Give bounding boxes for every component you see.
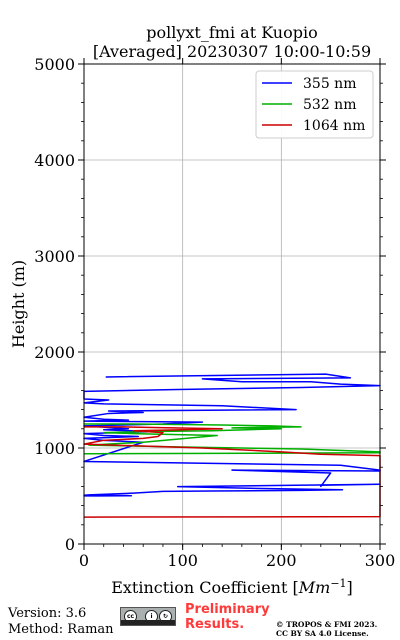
version-text: Version: 3.6 [8, 606, 87, 621]
x-tick-label: 100 [167, 551, 198, 570]
x-tick-label: 300 [365, 551, 396, 570]
y-tick-label: 5000 [34, 55, 75, 74]
y-tick-label: 1000 [34, 439, 75, 458]
y-axis-label: Height (m) [9, 260, 28, 348]
method-text: Method: Raman [8, 622, 114, 637]
y-tick-label: 2000 [34, 343, 75, 362]
preliminary-results-note: Preliminary Results. [185, 602, 270, 632]
x-axis-label: Extinction Coefficient [Mm−1] [111, 577, 353, 597]
legend-box [255, 70, 374, 139]
copyright-notice: © TROPOS & FMI 2023. CC BY SA 4.0 Licens… [276, 620, 377, 638]
cc-badge-strip [121, 620, 175, 625]
x-tick-label: 0 [79, 551, 89, 570]
legend-label: 355 nm [303, 76, 356, 92]
data-series-layer [83, 373, 381, 518]
legend: 355 nm 532 nm 1064 nm [255, 70, 374, 139]
legend-label: 1064 nm [303, 118, 365, 134]
cc-license-badge: cc i ↻ [120, 607, 176, 626]
plot-frame [83, 63, 381, 545]
series-line-532-nm [83, 423, 381, 455]
legend-label: 532 nm [303, 97, 356, 113]
chart-title-line-2: [Averaged] 20230307 10:00-10:59 [93, 42, 371, 61]
copyright-line-2: CC BY SA 4.0 License. [276, 629, 369, 638]
series-line-355-nm [83, 373, 381, 497]
y-tick-label: 3000 [34, 247, 75, 266]
y-tick-label: 4000 [34, 151, 75, 170]
by-person-icon: i [145, 610, 158, 623]
x-tick-label: 200 [266, 551, 297, 570]
copyright-line-1: © TROPOS & FMI 2023. [276, 620, 378, 629]
preliminary-line-1: Preliminary [185, 602, 270, 617]
y-tick-label: 0 [65, 535, 75, 554]
preliminary-line-2: Results. [185, 617, 245, 632]
series-line-1064-nm [83, 426, 381, 518]
chart-title-line-1: pollyxt_fmi at Kuopio [146, 23, 317, 42]
